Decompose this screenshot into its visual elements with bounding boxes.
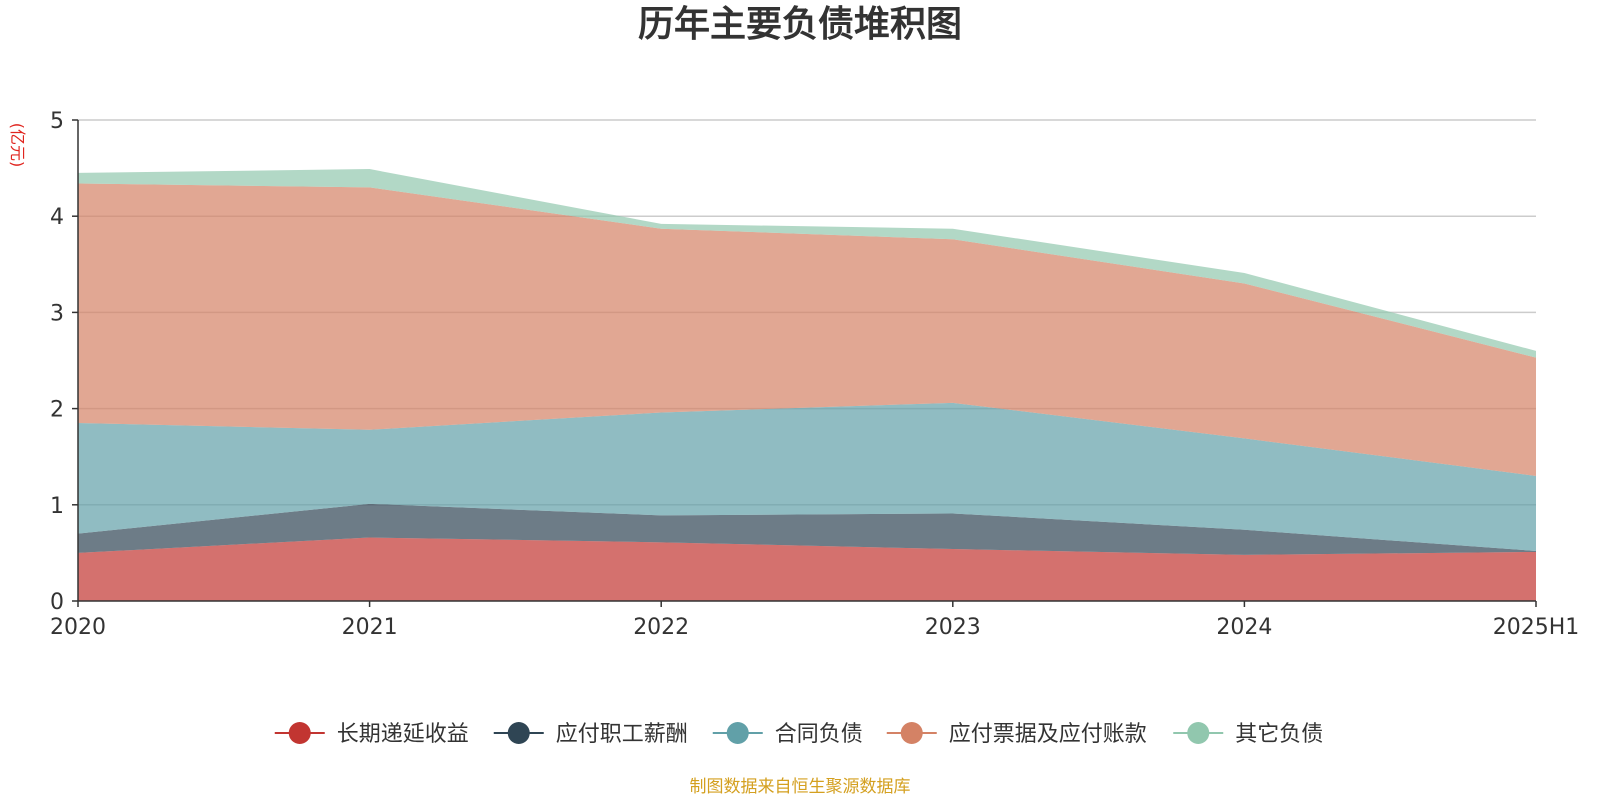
area-series-1 — [78, 537, 1536, 601]
x-tick-label: 2023 — [925, 615, 981, 640]
axes: 0 1 2 3 4 5 2020 2021 2022 2023 2024 2025H1 — [50, 109, 1579, 640]
y-tick-label: 0 — [50, 590, 64, 615]
x-tick-label: 2020 — [50, 615, 106, 640]
legend-label: 其它负债 — [1235, 722, 1323, 747]
area-series-2 — [78, 503, 1536, 555]
y-tick-label: 4 — [50, 205, 64, 230]
legend-swatch-marker — [288, 722, 311, 744]
chart-title: 历年主要负债堆积图 — [638, 4, 962, 45]
legend-label: 合同负债 — [775, 722, 863, 747]
legend-label: 应付票据及应付账款 — [949, 722, 1147, 747]
legend-item-5[interactable]: 其它负债 — [1173, 722, 1323, 747]
y-tick-label: 5 — [50, 109, 64, 134]
legend-swatch-marker — [1187, 722, 1210, 744]
x-tick-label: 2024 — [1216, 615, 1272, 640]
y-tick-label: 3 — [50, 301, 64, 326]
legend-item-1[interactable]: 长期递延收益 — [274, 722, 469, 747]
area-series-4 — [78, 183, 1536, 476]
x-tick-label: 2025H1 — [1493, 615, 1580, 640]
legend-label: 应付职工薪酬 — [556, 722, 688, 747]
data-source-note: 制图数据来自恒生聚源数据库 — [690, 777, 911, 797]
legend: 长期递延收益 应付职工薪酬 合同负债 应付票据及应付账款 其它负债 — [274, 722, 1323, 747]
legend-swatch-marker — [726, 722, 749, 744]
legend-item-3[interactable]: 合同负债 — [712, 722, 863, 747]
legend-item-4[interactable]: 应付票据及应付账款 — [886, 722, 1147, 747]
x-tick-label: 2022 — [633, 615, 689, 640]
legend-item-2[interactable]: 应付职工薪酬 — [493, 722, 688, 747]
legend-label: 长期递延收益 — [337, 722, 469, 747]
y-tick-label: 1 — [50, 494, 64, 519]
x-tick-label: 2021 — [342, 615, 398, 640]
area-series-layer — [78, 169, 1536, 601]
area-series-3 — [78, 402, 1536, 551]
legend-swatch-marker — [507, 722, 530, 744]
y-tick-label: 2 — [50, 398, 64, 423]
y-axis-unit-label: (亿元) — [8, 123, 27, 168]
legend-swatch-marker — [900, 722, 923, 744]
